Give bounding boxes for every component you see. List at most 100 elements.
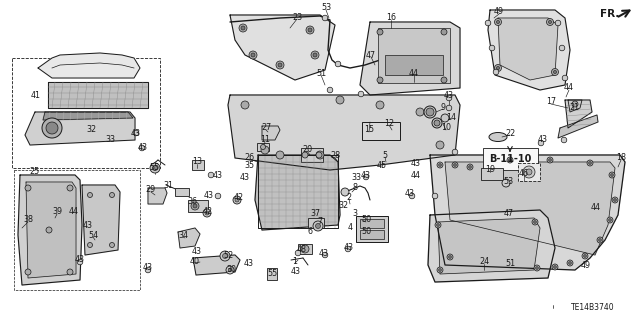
Circle shape	[447, 254, 453, 260]
Bar	[483, 148, 538, 170]
Polygon shape	[488, 10, 570, 90]
Circle shape	[435, 222, 441, 228]
Text: 17: 17	[546, 98, 556, 107]
Circle shape	[438, 164, 442, 166]
Circle shape	[341, 188, 349, 196]
Circle shape	[497, 66, 499, 70]
Circle shape	[441, 114, 449, 122]
Polygon shape	[193, 255, 240, 275]
Text: 43: 43	[244, 259, 254, 269]
Text: 44: 44	[69, 206, 79, 216]
Text: 13: 13	[192, 158, 202, 167]
Circle shape	[358, 91, 364, 97]
Circle shape	[233, 196, 241, 204]
Polygon shape	[445, 162, 615, 255]
Text: 45: 45	[377, 160, 387, 169]
Circle shape	[424, 106, 436, 118]
Circle shape	[437, 267, 443, 273]
Circle shape	[345, 246, 351, 252]
Circle shape	[502, 179, 510, 187]
Text: 29: 29	[146, 186, 156, 195]
Circle shape	[376, 101, 384, 109]
Polygon shape	[228, 95, 460, 170]
Circle shape	[241, 26, 245, 30]
Bar	[481, 168, 503, 180]
Polygon shape	[148, 188, 167, 204]
Circle shape	[88, 192, 93, 197]
Circle shape	[536, 267, 538, 269]
Bar	[356, 216, 388, 242]
Text: 51: 51	[505, 259, 515, 269]
Text: 43: 43	[192, 247, 202, 256]
Circle shape	[436, 224, 439, 226]
Circle shape	[313, 53, 317, 57]
Text: 22: 22	[505, 129, 515, 137]
Bar	[14, 170, 140, 290]
Text: 24: 24	[479, 257, 489, 266]
Text: 50: 50	[361, 227, 371, 236]
Text: 54: 54	[88, 231, 98, 240]
Text: 43: 43	[344, 242, 354, 251]
Text: 55: 55	[267, 269, 277, 278]
Circle shape	[449, 256, 451, 258]
Polygon shape	[48, 82, 148, 108]
Text: 20: 20	[302, 145, 312, 153]
Circle shape	[316, 224, 321, 228]
Circle shape	[526, 169, 532, 175]
Polygon shape	[430, 155, 625, 270]
Circle shape	[203, 209, 211, 217]
Polygon shape	[38, 53, 140, 78]
Circle shape	[327, 87, 333, 93]
Circle shape	[241, 101, 249, 109]
Circle shape	[251, 53, 255, 57]
Text: 28: 28	[330, 152, 340, 160]
Bar	[308, 218, 324, 228]
Text: 43: 43	[143, 263, 153, 272]
Text: 43: 43	[444, 92, 454, 100]
Circle shape	[538, 140, 544, 146]
Circle shape	[554, 266, 556, 268]
Circle shape	[220, 251, 230, 261]
Circle shape	[416, 108, 424, 116]
Polygon shape	[26, 182, 76, 278]
Circle shape	[523, 166, 535, 178]
Text: 50: 50	[361, 216, 371, 225]
Circle shape	[432, 118, 442, 128]
Circle shape	[562, 75, 568, 81]
Circle shape	[377, 29, 383, 35]
Text: 42: 42	[234, 192, 244, 202]
Text: 26: 26	[244, 152, 254, 161]
Text: 43: 43	[213, 170, 223, 180]
Text: 44: 44	[409, 69, 419, 78]
Circle shape	[276, 61, 284, 69]
Text: 11: 11	[260, 136, 270, 145]
Bar	[192, 160, 204, 170]
Text: 7: 7	[317, 217, 323, 226]
Circle shape	[584, 255, 586, 257]
Circle shape	[436, 141, 444, 149]
Polygon shape	[565, 100, 592, 128]
Circle shape	[587, 160, 593, 166]
Circle shape	[322, 15, 328, 21]
Text: 33: 33	[351, 174, 361, 182]
Text: 43: 43	[83, 220, 93, 229]
Text: 53: 53	[503, 176, 513, 186]
Text: 55: 55	[150, 164, 160, 173]
Text: 6: 6	[307, 226, 312, 235]
Polygon shape	[43, 112, 133, 120]
Text: 44: 44	[591, 203, 601, 211]
Circle shape	[589, 162, 591, 164]
Text: 44: 44	[411, 170, 421, 180]
Circle shape	[88, 242, 93, 248]
Circle shape	[322, 252, 328, 258]
Bar	[175, 188, 189, 196]
Circle shape	[559, 45, 564, 51]
Circle shape	[534, 265, 540, 271]
Text: 37: 37	[310, 209, 320, 218]
Text: TE14B3740: TE14B3740	[571, 303, 615, 313]
Circle shape	[249, 51, 257, 59]
Circle shape	[614, 199, 616, 201]
Circle shape	[228, 268, 232, 272]
Circle shape	[468, 166, 471, 168]
Polygon shape	[82, 185, 120, 255]
